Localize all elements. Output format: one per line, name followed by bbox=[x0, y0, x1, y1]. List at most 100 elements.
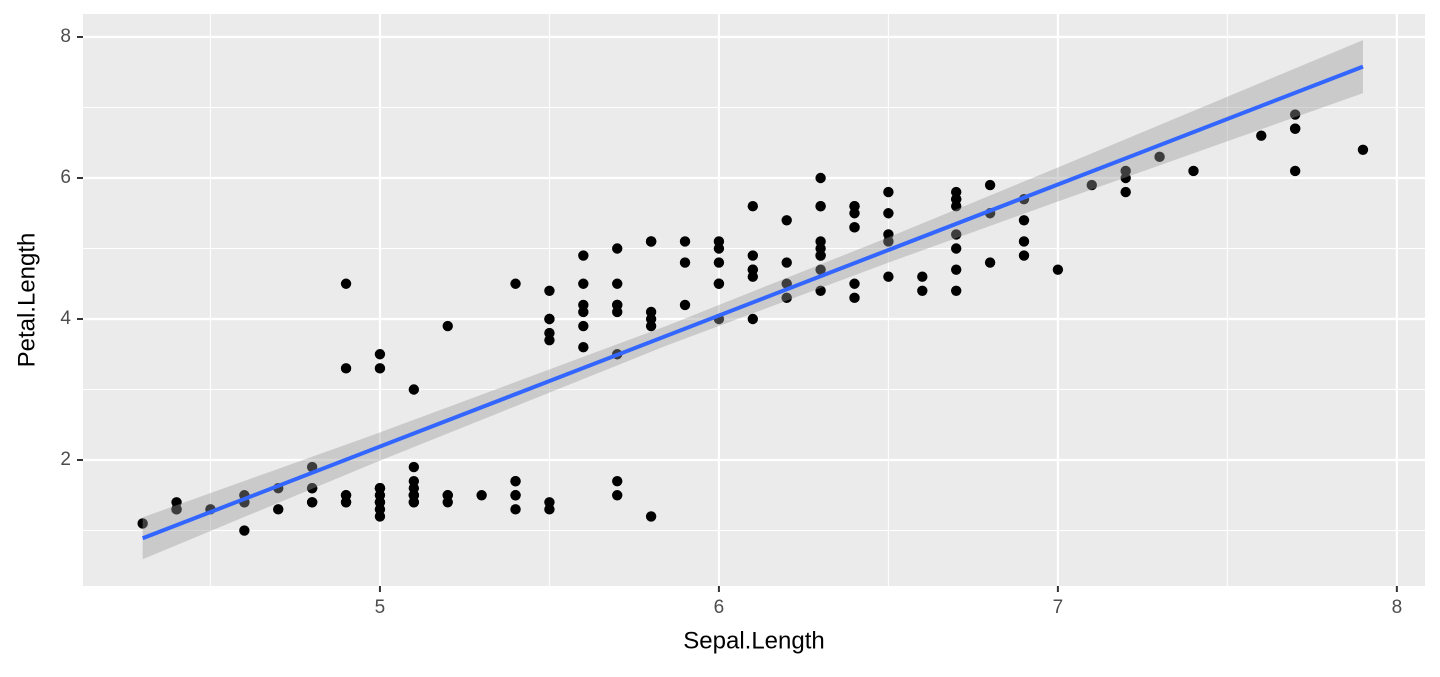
point bbox=[883, 208, 894, 219]
point bbox=[849, 208, 860, 219]
point bbox=[374, 483, 386, 494]
point bbox=[612, 490, 623, 501]
x-tick-label: 6 bbox=[714, 597, 725, 618]
point bbox=[578, 278, 589, 289]
point bbox=[1120, 172, 1131, 184]
point bbox=[612, 243, 623, 254]
point bbox=[510, 278, 521, 289]
point bbox=[374, 349, 386, 360]
point bbox=[849, 292, 860, 304]
point bbox=[340, 278, 352, 289]
point bbox=[917, 285, 928, 296]
point bbox=[374, 363, 386, 374]
point bbox=[408, 384, 420, 395]
point bbox=[950, 193, 962, 205]
point bbox=[679, 257, 691, 268]
x-tick-label: 5 bbox=[375, 597, 386, 618]
point bbox=[374, 497, 386, 508]
point bbox=[1154, 151, 1165, 163]
point bbox=[544, 313, 555, 325]
point bbox=[679, 236, 691, 247]
point bbox=[1018, 236, 1030, 247]
point bbox=[747, 313, 759, 325]
point bbox=[408, 483, 420, 494]
point bbox=[612, 278, 623, 289]
point bbox=[849, 222, 860, 233]
y-axis-label: Petal.Length bbox=[13, 233, 40, 368]
point bbox=[917, 271, 928, 282]
point bbox=[408, 461, 420, 473]
point bbox=[950, 243, 962, 254]
x-tick-label: 7 bbox=[1053, 597, 1064, 618]
point bbox=[340, 363, 352, 374]
point bbox=[442, 490, 453, 501]
point bbox=[340, 497, 352, 508]
point bbox=[578, 299, 589, 311]
point bbox=[781, 257, 792, 268]
point bbox=[713, 278, 725, 289]
point bbox=[1086, 179, 1097, 191]
point bbox=[883, 186, 894, 198]
point bbox=[510, 490, 521, 501]
point bbox=[815, 200, 826, 212]
y-tick-label: 4 bbox=[60, 308, 71, 329]
point bbox=[1256, 130, 1267, 141]
point bbox=[713, 243, 725, 254]
point bbox=[747, 250, 759, 261]
point bbox=[950, 285, 962, 296]
point bbox=[950, 229, 962, 240]
point bbox=[1188, 165, 1199, 177]
point bbox=[442, 320, 453, 332]
y-tick-label: 6 bbox=[60, 167, 71, 188]
point bbox=[578, 320, 589, 332]
point bbox=[544, 504, 555, 515]
point bbox=[883, 229, 894, 240]
point bbox=[645, 236, 657, 247]
point bbox=[815, 172, 826, 184]
point bbox=[171, 504, 182, 515]
point bbox=[1052, 264, 1064, 275]
point bbox=[510, 475, 521, 487]
point bbox=[306, 497, 318, 508]
regression-line bbox=[141, 64, 1364, 541]
point bbox=[273, 504, 284, 515]
point bbox=[544, 334, 555, 346]
point bbox=[578, 250, 589, 261]
point bbox=[1289, 109, 1301, 120]
point bbox=[544, 285, 555, 296]
point bbox=[1018, 250, 1030, 261]
point bbox=[476, 490, 487, 501]
point bbox=[239, 525, 250, 536]
point bbox=[612, 475, 623, 487]
y-tick-label: 2 bbox=[60, 449, 71, 470]
point bbox=[849, 278, 860, 289]
point bbox=[1289, 165, 1301, 177]
point bbox=[747, 200, 759, 212]
point bbox=[950, 264, 962, 275]
point bbox=[612, 306, 623, 318]
point bbox=[713, 257, 725, 268]
point bbox=[1357, 144, 1369, 155]
point bbox=[984, 257, 996, 268]
y-tick-label: 8 bbox=[60, 26, 71, 47]
confidence-band bbox=[142, 40, 1363, 560]
point bbox=[815, 243, 826, 254]
point bbox=[1120, 186, 1131, 198]
point bbox=[883, 271, 894, 282]
x-axis-label: Sepal.Length bbox=[683, 627, 824, 654]
point bbox=[645, 511, 657, 522]
point bbox=[781, 215, 792, 226]
point bbox=[1289, 123, 1301, 134]
point bbox=[781, 292, 792, 304]
point bbox=[510, 504, 521, 515]
point bbox=[137, 518, 148, 529]
point bbox=[645, 313, 657, 325]
point bbox=[578, 342, 589, 353]
point bbox=[747, 271, 759, 282]
point bbox=[815, 285, 826, 296]
point bbox=[815, 264, 826, 275]
x-tick-label: 8 bbox=[1392, 597, 1403, 618]
point bbox=[679, 299, 691, 311]
